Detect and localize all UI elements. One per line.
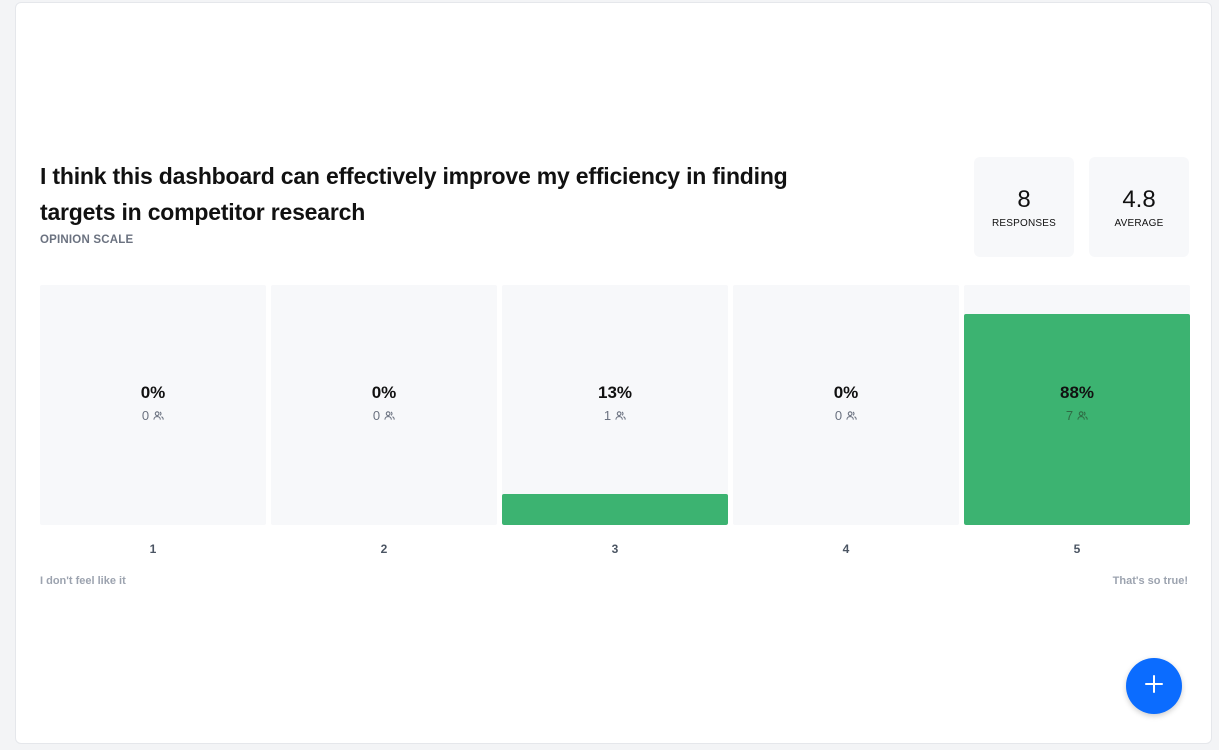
- plus-icon: [1144, 674, 1164, 699]
- scale-bar-fill-3: [502, 493, 728, 525]
- people-icon: [1077, 409, 1088, 425]
- responses-label: RESPONSES: [991, 218, 1057, 229]
- scale-count-2: 0: [372, 408, 381, 423]
- scale-max-label: That's so true!: [1112, 575, 1188, 587]
- responses-stat: 8 RESPONSES: [974, 157, 1074, 257]
- question-results-card: I think this dashboard can effectively i…: [15, 2, 1212, 744]
- scale-label-3: 3: [611, 542, 619, 556]
- scale-percent-1: 0%: [140, 383, 166, 402]
- scale-column-4: 0% 0: [733, 285, 959, 525]
- question-type-label: OPINION SCALE: [40, 234, 134, 246]
- scale-column-3: 13% 1: [502, 285, 728, 525]
- scale-count-1: 0: [141, 408, 150, 423]
- scale-percent-4: 0%: [833, 383, 859, 402]
- scale-column-1: 0% 0: [40, 285, 266, 525]
- people-icon: [615, 409, 626, 425]
- average-value: 4.8: [1122, 186, 1156, 213]
- scale-column-5: 88% 7: [964, 285, 1190, 525]
- responses-value: 8: [1017, 186, 1031, 213]
- people-icon: [153, 409, 164, 425]
- scale-count-3: 1: [603, 408, 612, 423]
- scale-percent-2: 0%: [371, 383, 397, 402]
- scale-label-2: 2: [380, 542, 388, 556]
- average-stat: 4.8 AVERAGE: [1089, 157, 1189, 257]
- average-label: AVERAGE: [1114, 218, 1164, 229]
- scale-bar-fill-5: [964, 313, 1190, 525]
- scale-percent-3: 13%: [597, 383, 633, 402]
- scale-column-2: 0% 0: [271, 285, 497, 525]
- add-button[interactable]: [1126, 658, 1182, 714]
- people-icon: [384, 409, 395, 425]
- scale-label-1: 1: [149, 542, 157, 556]
- scale-count-5: 7: [1065, 408, 1074, 423]
- scale-percent-5: 88%: [1059, 383, 1095, 402]
- scale-label-4: 4: [842, 542, 850, 556]
- scale-label-5: 5: [1073, 542, 1081, 556]
- question-title: I think this dashboard can effectively i…: [40, 163, 788, 225]
- people-icon: [846, 409, 857, 425]
- scale-min-label: I don't feel like it: [40, 575, 126, 587]
- scale-count-4: 0: [834, 408, 843, 423]
